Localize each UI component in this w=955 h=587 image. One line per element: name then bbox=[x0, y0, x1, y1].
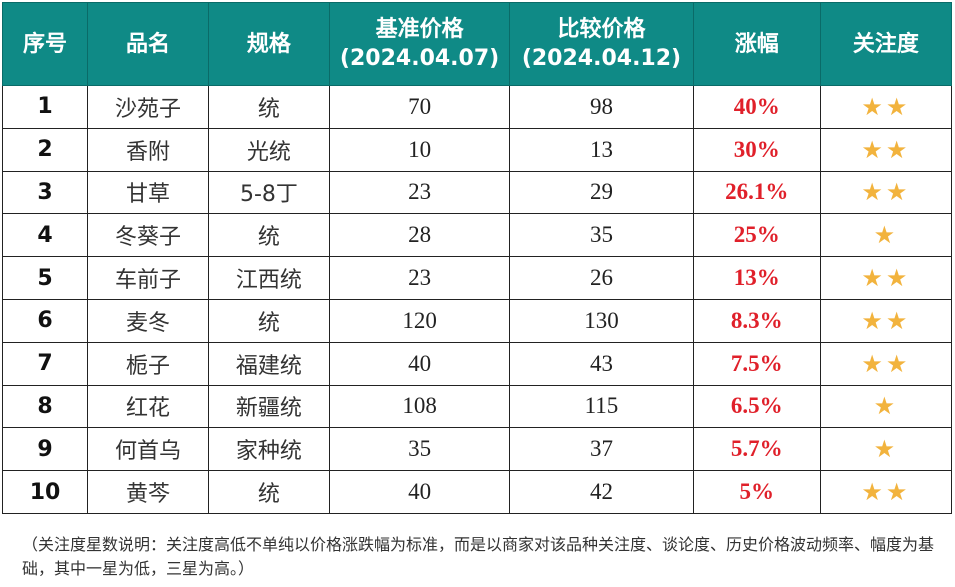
table-row: 7 栀子 福建统 40 43 7.5% ★★ bbox=[1, 341, 953, 386]
spec-cell: 统 bbox=[207, 85, 330, 129]
name-cell: 栀子 bbox=[87, 341, 209, 386]
compare-price-cell: 43 bbox=[509, 341, 694, 386]
index-cell: 8 bbox=[1, 384, 89, 429]
header-compare-price-label: 比较价格 bbox=[557, 17, 646, 42]
header-base-price-label: 基准价格 bbox=[375, 17, 464, 42]
table-row: 9 何首乌 家种统 35 37 5.7% ★ bbox=[1, 427, 953, 472]
change-cell: 7.5% bbox=[692, 341, 821, 386]
change-cell: 5.7% bbox=[692, 427, 821, 472]
name-cell: 冬葵子 bbox=[87, 213, 209, 258]
name-cell: 何首乌 bbox=[87, 427, 209, 472]
index-cell: 5 bbox=[1, 256, 89, 300]
change-cell: 8.3% bbox=[692, 298, 821, 343]
attention-note: （关注度星数说明：关注度高低不单纯以价格涨跌幅为标准，而是以商家对该品种关注度、… bbox=[22, 535, 935, 578]
change-cell: 5% bbox=[692, 470, 821, 514]
header-spec: 规格 bbox=[207, 2, 330, 86]
change-cell: 30% bbox=[692, 127, 821, 172]
name-cell: 沙苑子 bbox=[87, 85, 209, 129]
spec-cell: 5-8丁 bbox=[207, 170, 330, 215]
index-cell: 2 bbox=[1, 127, 89, 172]
table-row: 4 冬葵子统 28 35 25% ★ bbox=[1, 213, 953, 258]
price-change-table: 序号 品名 规格 基准价格 (2024.04.07) 比较价格 (2024.04.1… bbox=[1, 2, 953, 514]
attention-stars: ★ bbox=[819, 427, 953, 472]
base-price-cell: 23 bbox=[328, 256, 511, 300]
base-price-cell: 40 bbox=[328, 470, 511, 514]
change-cell: 25% bbox=[692, 213, 821, 258]
compare-price-cell: 37 bbox=[509, 427, 694, 472]
spec-cell: 新疆统 bbox=[207, 384, 330, 429]
attention-stars: ★★ bbox=[819, 256, 953, 300]
change-cell: 13% bbox=[692, 256, 821, 300]
base-price-cell: 70 bbox=[328, 85, 511, 129]
attention-stars: ★ bbox=[819, 213, 953, 258]
table-row: 10 黄芩统 40 42 5% ★★ bbox=[1, 470, 953, 514]
name-cell: 车前子 bbox=[87, 256, 209, 300]
base-price-cell: 10 bbox=[328, 127, 511, 172]
header-change: 涨幅 bbox=[692, 2, 821, 86]
table-row: 8 红花 新疆统 108 115 6.5% ★ bbox=[1, 384, 953, 429]
header-name: 品名 bbox=[87, 2, 209, 86]
compare-price-cell: 42 bbox=[509, 470, 694, 514]
compare-price-cell: 130 bbox=[509, 298, 694, 343]
base-price-cell: 23 bbox=[328, 170, 511, 215]
attention-stars: ★★ bbox=[819, 341, 953, 386]
base-price-cell: 120 bbox=[328, 298, 511, 343]
compare-price-cell: 35 bbox=[509, 213, 694, 258]
spec-cell: 光统 bbox=[207, 127, 330, 172]
spec-cell: 家种统 bbox=[207, 427, 330, 472]
change-cell: 26.1% bbox=[692, 170, 821, 215]
index-cell: 1 bbox=[1, 85, 89, 129]
price-table-wrapper: 序号 品名 规格 基准价格 (2024.04.07) 比较价格 (2024.04.1… bbox=[1, 2, 953, 514]
header-base-price-date: (2024.04.07) bbox=[339, 46, 500, 71]
attention-stars: ★★ bbox=[819, 298, 953, 343]
header-base-price: 基准价格 (2024.04.07) bbox=[328, 2, 511, 86]
compare-price-cell: 115 bbox=[509, 384, 694, 429]
spec-cell: 江西统 bbox=[207, 256, 330, 300]
table-row: 5 车前子 江西统 23 26 13% ★★ bbox=[1, 256, 953, 300]
header-compare-price-date: (2024.04.12) bbox=[521, 46, 682, 71]
spec-cell: 统 bbox=[207, 213, 330, 258]
table-row: 2 香附 光统 10 13 30% ★★ bbox=[1, 127, 953, 172]
table-row: 3 甘草 5-8丁 23 29 26.1% ★★ bbox=[1, 170, 953, 215]
attention-stars: ★★ bbox=[819, 127, 953, 172]
header-compare-price: 比较价格 (2024.04.12) bbox=[509, 2, 694, 86]
attention-stars: ★★ bbox=[819, 170, 953, 215]
attention-stars: ★★ bbox=[819, 85, 953, 129]
spec-cell: 福建统 bbox=[207, 341, 330, 386]
index-cell: 10 bbox=[1, 470, 89, 514]
index-cell: 3 bbox=[1, 170, 89, 215]
base-price-cell: 108 bbox=[328, 384, 511, 429]
name-cell: 红花 bbox=[87, 384, 209, 429]
header-attention: 关注度 bbox=[819, 2, 953, 86]
base-price-cell: 28 bbox=[328, 213, 511, 258]
index-cell: 4 bbox=[1, 213, 89, 258]
index-cell: 7 bbox=[1, 341, 89, 386]
table-row: 6 麦冬统 120 130 8.3% ★★ bbox=[1, 298, 953, 343]
name-cell: 黄芩 bbox=[87, 470, 209, 514]
name-cell: 麦冬 bbox=[87, 298, 209, 343]
name-cell: 甘草 bbox=[87, 170, 209, 215]
spec-cell: 统 bbox=[207, 470, 330, 514]
spec-cell: 统 bbox=[207, 298, 330, 343]
table-header-row: 序号 品名 规格 基准价格 (2024.04.07) 比较价格 (2024.04.1… bbox=[1, 2, 953, 86]
index-cell: 9 bbox=[1, 427, 89, 472]
compare-price-cell: 98 bbox=[509, 85, 694, 129]
attention-stars: ★ bbox=[819, 384, 953, 429]
base-price-cell: 40 bbox=[328, 341, 511, 386]
change-cell: 40% bbox=[692, 85, 821, 129]
compare-price-cell: 26 bbox=[509, 256, 694, 300]
attention-stars: ★★ bbox=[819, 470, 953, 514]
index-cell: 6 bbox=[1, 298, 89, 343]
header-index: 序号 bbox=[1, 2, 89, 86]
table-body: 1 沙苑子统 70 98 40% ★★ 2 香附 光统 10 13 30% ★★ 3 甘草 5-8丁 23 29 2… bbox=[1, 85, 953, 514]
compare-price-cell: 29 bbox=[509, 170, 694, 215]
table-row: 1 沙苑子统 70 98 40% ★★ bbox=[1, 85, 953, 129]
name-cell: 香附 bbox=[87, 127, 209, 172]
base-price-cell: 35 bbox=[328, 427, 511, 472]
change-cell: 6.5% bbox=[692, 384, 821, 429]
compare-price-cell: 13 bbox=[509, 127, 694, 172]
